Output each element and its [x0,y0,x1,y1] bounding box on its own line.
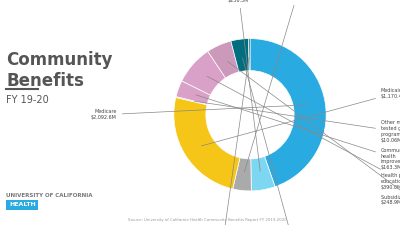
Text: Faculty Practice Group
Charity care & Medicaid
$236.5M: Faculty Practice Group Charity care & Me… [209,0,268,171]
Text: Source: University of California Health Community Benefits Report FY 2019-2020: Source: University of California Health … [128,218,287,221]
Text: Community
Benefits: Community Benefits [6,51,113,90]
Text: HEALTH: HEALTH [9,202,36,207]
Text: Medicare
$2,092.6M: Medicare $2,092.6M [91,105,306,120]
Text: Financial assistance
$183.6M: Financial assistance $183.6M [244,0,322,172]
Text: Research
$174.5M: Research $174.5M [242,58,303,225]
FancyBboxPatch shape [6,200,38,210]
Wedge shape [248,39,250,71]
Text: Health professions
education
$390.0M: Health professions education $390.0M [207,76,400,190]
Text: UNIVERSITY OF CALIFORNIA: UNIVERSITY OF CALIFORNIA [6,193,93,198]
Wedge shape [231,39,249,72]
Text: Cash/In-kind contributions
$14.5M: Cash/In-kind contributions $14.5M [191,57,256,225]
Wedge shape [250,39,326,187]
Wedge shape [182,51,226,95]
Wedge shape [176,97,207,105]
Text: Community
health
improvement
$163.3M: Community health improvement $163.3M [196,95,400,170]
Text: Other means
tested gvt.
programs
$10.06M: Other means tested gvt. programs $10.06M [194,101,400,143]
Wedge shape [176,81,210,104]
Text: FY 19-20: FY 19-20 [6,95,49,105]
Wedge shape [251,156,275,191]
Text: Subsidized health services
$248.9M: Subsidized health services $248.9M [228,61,400,205]
Wedge shape [174,98,240,189]
Wedge shape [233,158,251,191]
Wedge shape [208,41,239,78]
Text: Medicaid
$1,170.4M: Medicaid $1,170.4M [202,88,400,146]
